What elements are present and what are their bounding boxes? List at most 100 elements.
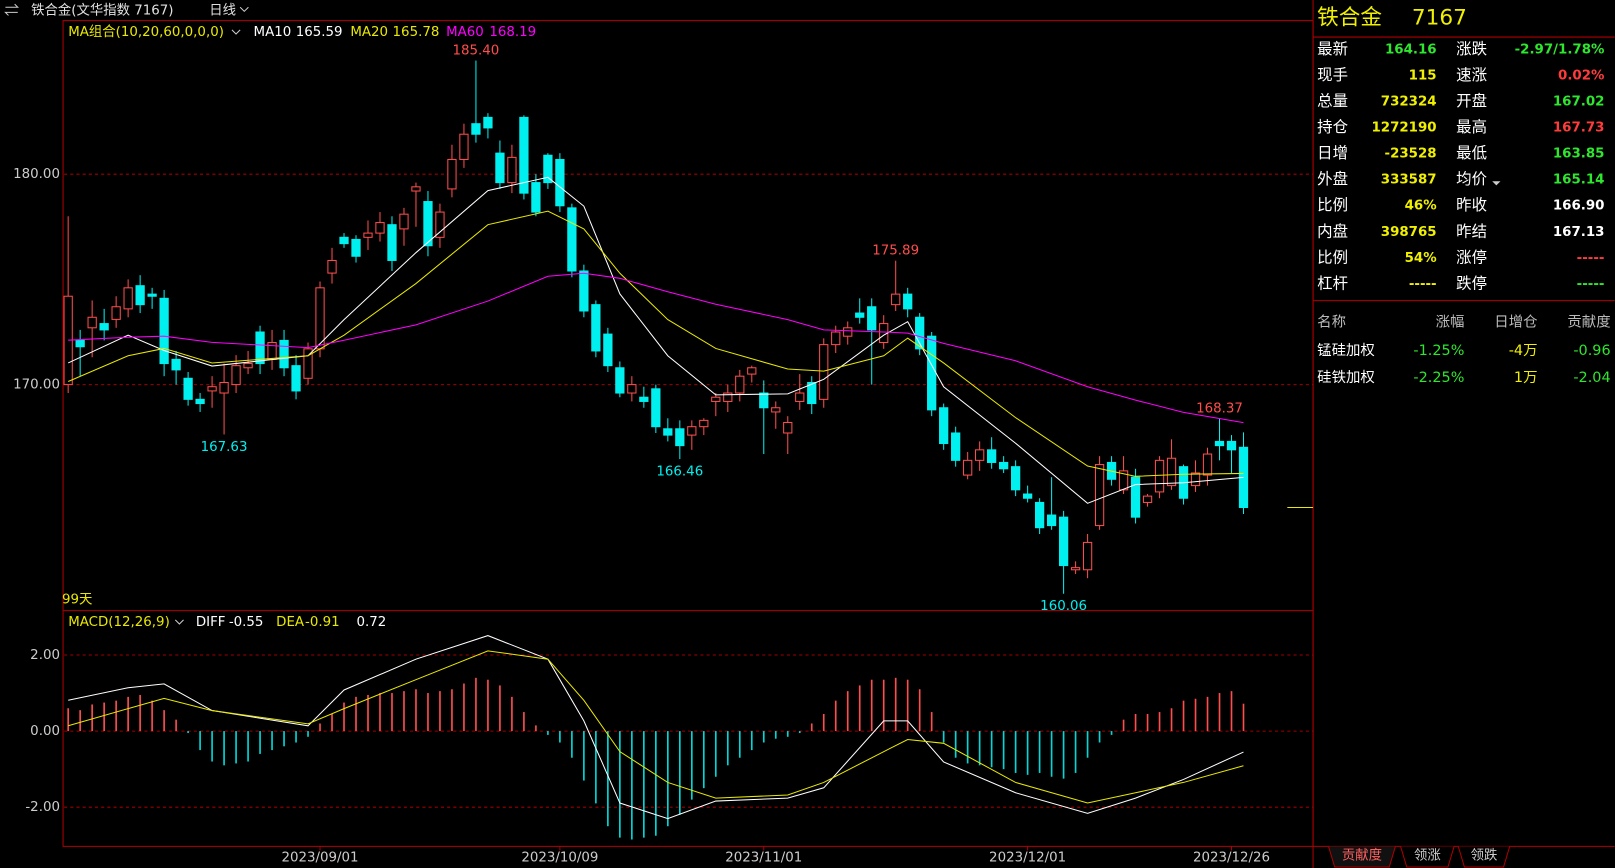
series-line [68,272,1244,424]
candle-body [87,316,97,329]
candle-body [495,152,505,184]
tab-shape[interactable] [1457,846,1511,868]
quote-value: 167.02 [1553,95,1605,110]
candle-body [123,287,133,310]
table-header: 贡献度 [1567,313,1610,330]
instrument-title: 铁合金(文华指数 7167) [31,2,173,18]
quote-value: 1272190 [1371,121,1436,136]
candle-body [639,396,649,402]
candle-body [207,386,217,392]
y-tick-label: 180.00 [13,167,60,182]
candle-body [111,306,121,320]
quote-value: 167.73 [1553,121,1605,136]
candle-body [315,287,325,350]
table-cell: -2.04 [1573,370,1610,386]
candle-body [411,186,421,192]
extreme-label: 167.63 [201,440,248,455]
candle-body [543,154,553,184]
period-selector[interactable]: 日线 [209,2,236,18]
indicator-dropdown-icon[interactable] [231,29,241,35]
quote-value: 398765 [1381,225,1437,240]
table-header: 涨幅 [1436,313,1465,330]
tab-label[interactable]: 贡献度 [1342,848,1382,864]
quote-label: 比例 [1317,196,1348,214]
candle-body [435,211,445,238]
candle-body [375,222,385,234]
candle-body [987,449,997,463]
series-line [68,210,1244,477]
indicator-dropdown-icon[interactable] [174,619,184,625]
tab-label[interactable]: 领跌 [1471,848,1498,864]
quote-label: 内盘 [1317,221,1348,240]
candle-body [975,449,985,461]
tab-shape[interactable] [1328,846,1396,868]
quote-name: 铁合金 [1317,6,1382,31]
legend-value: 168.19 [489,25,536,40]
quote-label: 杠杆 [1317,274,1348,292]
period-dropdown-icon[interactable] [239,6,249,13]
indicator-selector[interactable]: MA组合(10,20,60,0,0,0) [68,24,224,40]
candle-body [159,297,169,365]
extreme-label: 168.37 [1196,402,1243,417]
candle-body [291,365,301,392]
candle-body [939,407,949,445]
candle-body [255,331,265,365]
candle-body [363,232,373,238]
avg-price-dropdown-icon[interactable] [1492,181,1501,186]
candle-body [903,293,913,310]
quote-value: -23528 [1385,147,1437,162]
y-tick-label: -2.00 [25,800,60,815]
tab-shape[interactable] [1400,846,1455,868]
candle-body [423,201,433,247]
quote-value: 0.02% [1558,68,1604,83]
candle-body [567,207,577,272]
quote-label: 跌停 [1456,274,1487,292]
candle-body [663,428,673,436]
quote-value: 165.14 [1553,173,1605,188]
candle-body [483,116,493,129]
candle-body [183,377,193,400]
candle-body [171,358,181,371]
quote-value: -2.97/1.78% [1515,42,1605,57]
table-cell: -4万 [1509,343,1538,359]
table-cell: 1万 [1514,370,1538,386]
candle-body [231,365,241,386]
quote-value: 163.85 [1553,147,1605,162]
candle-body [75,339,85,348]
candle-body [1010,466,1021,491]
candle-body [135,285,145,306]
candle-body [747,367,757,375]
candle-body [1118,470,1129,491]
candle-body [99,323,109,331]
quote-label: 日增 [1317,144,1348,162]
extreme-label: 166.46 [656,464,703,479]
candle-body [591,304,601,352]
extreme-label: 175.89 [872,243,919,258]
candle-body [963,459,973,476]
candle-body [999,461,1009,470]
candle-body [519,116,529,194]
y-tick-label: 2.00 [30,648,60,663]
quote-label: 比例 [1317,248,1348,266]
candle-body [471,123,481,135]
tab-label[interactable]: 领涨 [1414,848,1441,864]
y-tick-label: 170.00 [13,378,60,393]
x-tick-label: 2023/11/01 [725,851,802,866]
candle-body [1082,541,1093,571]
swap-icon[interactable] [4,3,19,16]
candle-body [603,333,613,367]
quote-label: 外盘 [1317,169,1348,188]
quote-label: 均价 [1456,170,1487,188]
indicator-selector[interactable]: MACD(12,26,9) [68,615,170,630]
candle-body [831,331,841,346]
candle-body [1142,495,1153,503]
candle-body [351,238,361,257]
candle-body [891,293,901,306]
candle-body [615,367,625,394]
candle-body [723,392,733,402]
candle-body [927,335,937,411]
quote-value: ----- [1409,277,1437,292]
table-cell: -2.25% [1413,370,1464,386]
